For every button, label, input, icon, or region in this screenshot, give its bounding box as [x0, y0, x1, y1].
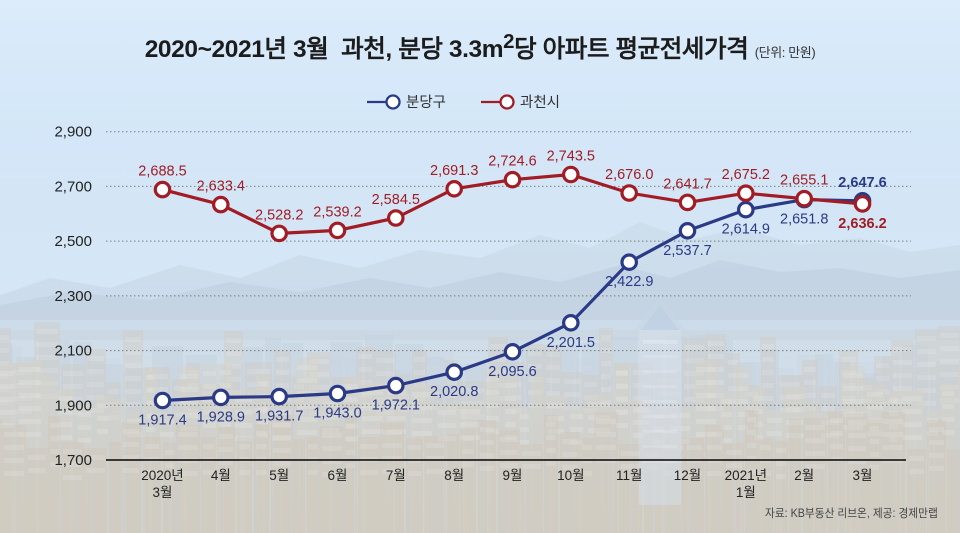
svg-text:2,500: 2,500 [54, 233, 92, 250]
svg-text:2,614.9: 2,614.9 [722, 222, 770, 238]
svg-text:1,972.1: 1,972.1 [372, 398, 420, 414]
svg-text:2,700: 2,700 [54, 178, 92, 195]
svg-text:10월: 10월 [557, 468, 584, 483]
svg-text:2,300: 2,300 [54, 288, 92, 305]
svg-text:2,691.3: 2,691.3 [430, 163, 478, 179]
svg-text:2,100: 2,100 [54, 343, 92, 360]
svg-text:1,928.9: 1,928.9 [197, 409, 245, 425]
svg-text:2,724.6: 2,724.6 [488, 154, 536, 170]
svg-text:4월: 4월 [211, 468, 231, 483]
svg-text:2,539.2: 2,539.2 [313, 204, 361, 220]
svg-text:2,647.6: 2,647.6 [838, 175, 886, 191]
svg-text:2,584.5: 2,584.5 [372, 192, 420, 208]
svg-text:2,675.2: 2,675.2 [722, 167, 770, 183]
svg-text:1,943.0: 1,943.0 [313, 406, 361, 422]
svg-text:1,917.4: 1,917.4 [138, 413, 186, 429]
svg-text:2,636.2: 2,636.2 [838, 216, 886, 232]
svg-text:8월: 8월 [444, 468, 464, 483]
svg-text:7월: 7월 [386, 468, 406, 483]
svg-text:2,655.1: 2,655.1 [780, 173, 828, 189]
svg-text:2,688.5: 2,688.5 [138, 164, 186, 180]
svg-text:2,201.5: 2,201.5 [547, 335, 595, 351]
svg-text:2,641.7: 2,641.7 [663, 176, 711, 192]
svg-text:1,700: 1,700 [54, 452, 92, 469]
svg-text:2,422.9: 2,422.9 [605, 274, 653, 290]
svg-text:2,676.0: 2,676.0 [605, 167, 653, 183]
svg-text:2,651.8: 2,651.8 [780, 212, 828, 228]
svg-text:2,095.6: 2,095.6 [488, 364, 536, 380]
svg-text:1,931.7: 1,931.7 [255, 409, 303, 425]
svg-text:2,633.4: 2,633.4 [197, 179, 245, 195]
svg-text:2월: 2월 [794, 468, 814, 483]
svg-text:2,743.5: 2,743.5 [547, 149, 595, 165]
svg-text:3월: 3월 [853, 468, 873, 483]
svg-text:1월: 1월 [736, 485, 756, 500]
svg-text:2021년: 2021년 [725, 468, 767, 483]
svg-text:2020년: 2020년 [141, 468, 183, 483]
svg-text:5월: 5월 [269, 468, 289, 483]
svg-text:12월: 12월 [674, 468, 701, 483]
svg-text:9월: 9월 [503, 468, 523, 483]
svg-text:11월: 11월 [616, 468, 642, 483]
svg-text:6월: 6월 [328, 468, 348, 483]
svg-text:3월: 3월 [153, 485, 173, 500]
svg-text:1,900: 1,900 [54, 397, 92, 414]
svg-text:2,020.8: 2,020.8 [430, 384, 478, 400]
svg-text:2,528.2: 2,528.2 [255, 207, 303, 223]
svg-text:2,537.7: 2,537.7 [663, 243, 711, 259]
svg-text:2,900: 2,900 [54, 124, 92, 141]
